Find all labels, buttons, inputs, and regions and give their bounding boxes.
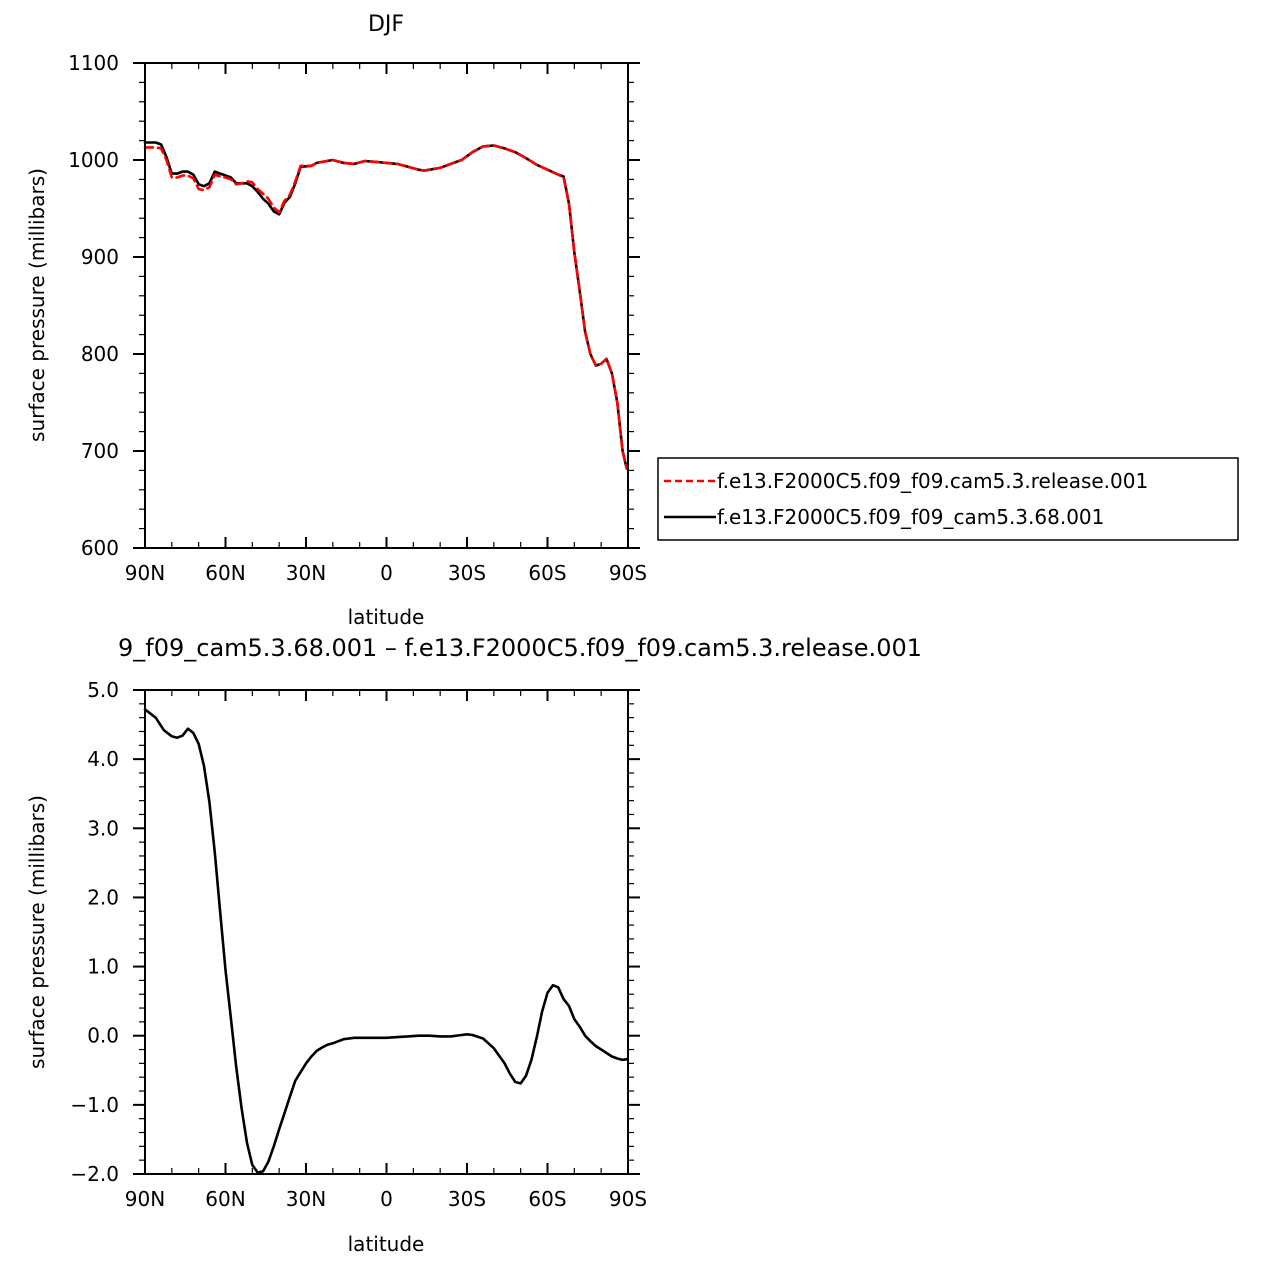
top-x-tick-label: 90S [609, 561, 647, 585]
top-plot-area [143, 141, 628, 470]
bottom-panel: 9_f09_cam5.3.68.001 – f.e13.F2000C5.f09_… [25, 634, 922, 1256]
bottom-plot-area [143, 708, 628, 1174]
legend-label-cam5368: f.e13.F2000C5.f09_f09_cam5.3.68.001 [717, 505, 1104, 529]
top-series-line-0 [143, 141, 628, 470]
top-x-axis-ticks: 90N 60N 30N 0 30S 60S 90S [125, 63, 647, 585]
bottom-y-tick-label: 5.0 [87, 678, 119, 702]
bottom-x-tick-label: 30S [448, 1187, 486, 1211]
legend-box [657, 457, 1239, 541]
bottom-x-tick-label: 60S [528, 1187, 566, 1211]
top-x-tick-label: 0 [380, 561, 393, 585]
top-y-tick-label: 600 [81, 536, 119, 560]
top-y-axis-label: surface pressure (millibars) [25, 168, 49, 442]
bottom-plot-frame [144, 689, 629, 1175]
bottom-x-tick-label: 30N [286, 1187, 326, 1211]
top-x-tick-label: 30S [448, 561, 486, 585]
bottom-series-line-0 [143, 708, 628, 1174]
bottom-x-tick-label: 60N [205, 1187, 245, 1211]
top-y-tick-label: 1100 [68, 51, 119, 75]
bottom-y-tick-label: 4.0 [87, 747, 119, 771]
top-plot-frame [144, 62, 629, 549]
top-x-axis-label: latitude [348, 605, 425, 629]
bottom-chart-title: 9_f09_cam5.3.68.001 – f.e13.F2000C5.f09_… [118, 634, 922, 662]
bottom-x-axis-ticks: 90N 60N 30N 0 30S 60S 90S [125, 690, 647, 1211]
top-x-tick-label: 60S [528, 561, 566, 585]
top-x-tick-label: 90N [125, 561, 165, 585]
top-x-tick-label: 60N [205, 561, 245, 585]
top-chart-title: DJF [368, 12, 404, 37]
top-x-tick-label: 30N [286, 561, 326, 585]
top-y-tick-label: 800 [81, 342, 119, 366]
bottom-y-tick-label: 1.0 [87, 955, 119, 979]
top-y-tick-label: 900 [81, 245, 119, 269]
bottom-y-tick-label: −1.0 [70, 1093, 119, 1117]
bottom-x-tick-label: 0 [380, 1187, 393, 1211]
top-series-line-1 [143, 144, 628, 470]
legend: f.e13.F2000C5.f09_f09.cam5.3.release.001… [657, 457, 1239, 541]
bottom-y-tick-label: −2.0 [70, 1162, 119, 1186]
bottom-y-axis-ticks: −2.0 −1.0 0.0 1.0 2.0 3.0 4.0 5.0 [70, 678, 640, 1186]
bottom-x-axis-label: latitude [348, 1232, 425, 1256]
bottom-y-tick-label: 0.0 [87, 1024, 119, 1048]
bottom-y-axis-label: surface pressure (millibars) [25, 795, 49, 1069]
bottom-x-tick-label: 90N [125, 1187, 165, 1211]
top-y-axis-ticks: 600 700 800 900 1000 1100 [68, 51, 640, 560]
bottom-y-tick-label: 3.0 [87, 816, 119, 840]
top-y-tick-label: 700 [81, 439, 119, 463]
bottom-x-tick-label: 90S [609, 1187, 647, 1211]
top-y-tick-label: 1000 [68, 148, 119, 172]
top-panel: DJF 90N 60N 30N 0 30S 60S 90S 600 700 800 900 1000… [25, 12, 1239, 629]
legend-label-release: f.e13.F2000C5.f09_f09.cam5.3.release.001 [717, 469, 1148, 493]
bottom-y-tick-label: 2.0 [87, 885, 119, 909]
